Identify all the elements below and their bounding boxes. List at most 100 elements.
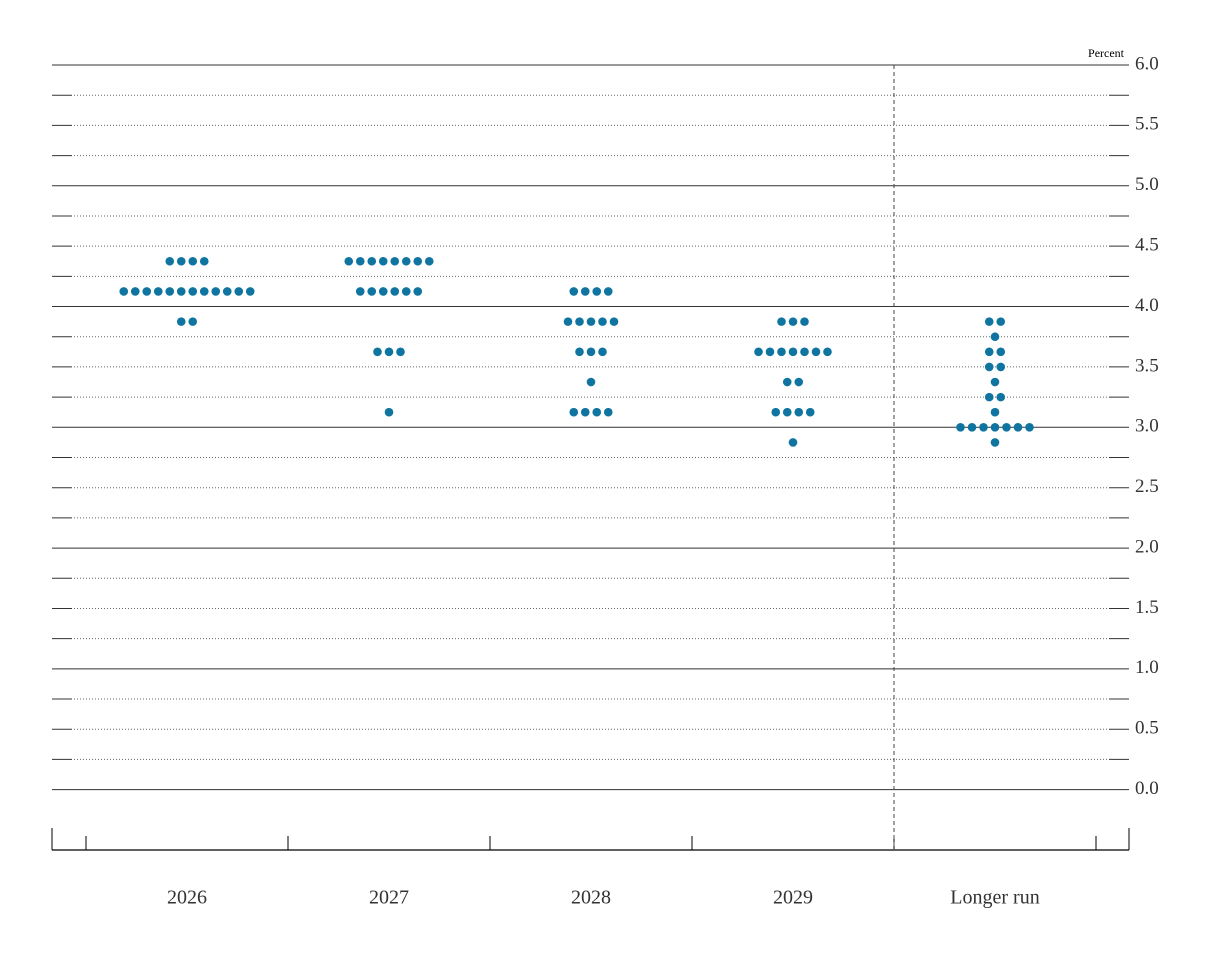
- dot: [130, 287, 140, 296]
- dot: [355, 287, 365, 296]
- y-tick-label: 5.0: [1135, 174, 1159, 195]
- y-tick-label: 3.0: [1135, 416, 1159, 437]
- y-tick-label: 2.0: [1135, 536, 1159, 557]
- dot: [413, 287, 423, 296]
- dot: [598, 317, 607, 326]
- dot: [586, 377, 596, 387]
- dot: [384, 407, 394, 417]
- dot: [373, 347, 382, 357]
- dot: [777, 317, 786, 326]
- y-tick-label: 1.0: [1135, 657, 1159, 678]
- dot: [586, 317, 596, 326]
- dot: [413, 256, 423, 266]
- dot: [805, 407, 815, 417]
- dot: [592, 287, 602, 296]
- dot: [984, 392, 994, 402]
- dot: [979, 423, 988, 432]
- y-tick-label: 6.0: [1135, 53, 1159, 74]
- dot: [990, 332, 1000, 342]
- dot: [782, 377, 792, 387]
- dot: [592, 407, 602, 417]
- dot: [754, 347, 763, 357]
- y-tick-label: 3.5: [1135, 355, 1159, 376]
- dot: [788, 347, 798, 357]
- x-tick-label: 2027: [369, 887, 409, 909]
- y-tick-label: 2.5: [1135, 476, 1159, 497]
- dot: [575, 317, 584, 326]
- dot: [245, 287, 255, 296]
- dot: [1013, 423, 1023, 432]
- dot: [378, 256, 388, 266]
- dot: [222, 287, 232, 296]
- dot: [176, 317, 186, 326]
- dot: [401, 256, 411, 266]
- dot: [344, 256, 354, 266]
- dot: [765, 347, 775, 357]
- dot: [823, 347, 832, 357]
- dot: [586, 347, 596, 357]
- dot: [563, 317, 573, 326]
- dot: [598, 347, 607, 357]
- dot: [1025, 423, 1034, 432]
- dot: [984, 362, 994, 372]
- dot: [967, 423, 977, 432]
- dot: [188, 256, 198, 266]
- dot: [119, 287, 129, 296]
- dot: [956, 423, 965, 432]
- dot: [367, 287, 377, 296]
- dot: [176, 287, 186, 296]
- dot: [396, 347, 405, 357]
- dot: [390, 287, 400, 296]
- y-tick-label: 4.0: [1135, 295, 1159, 316]
- y-tick-label: 5.5: [1135, 114, 1159, 135]
- dot: [390, 256, 400, 266]
- dot: [378, 287, 388, 296]
- y-tick-label: 1.5: [1135, 597, 1159, 618]
- dot: [788, 438, 798, 447]
- dot: [800, 347, 809, 357]
- dot: [401, 287, 411, 296]
- dot: [165, 256, 175, 266]
- dot: [575, 347, 584, 357]
- y-tick-label: 0.5: [1135, 718, 1159, 739]
- dot: [211, 287, 221, 296]
- dot: [996, 317, 1006, 326]
- dot: [984, 317, 994, 326]
- dot: [142, 287, 152, 296]
- dot: [990, 423, 1000, 432]
- dot: [384, 347, 394, 357]
- dot: [165, 287, 175, 296]
- dot: [811, 347, 821, 357]
- dot: [199, 256, 209, 266]
- x-tick-label: 2026: [167, 887, 207, 909]
- dot: [794, 377, 804, 387]
- dot: [996, 392, 1006, 402]
- dot: [188, 287, 198, 296]
- dot: [234, 287, 244, 296]
- dot: [355, 256, 365, 266]
- dot: [990, 438, 1000, 447]
- x-tick-label: 2028: [571, 887, 611, 909]
- dot: [153, 287, 163, 296]
- dot: [777, 347, 786, 357]
- dot: [800, 317, 809, 326]
- dot: [603, 287, 613, 296]
- dot: [782, 407, 792, 417]
- dot: [176, 256, 186, 266]
- dot: [188, 317, 198, 326]
- dot: [569, 287, 579, 296]
- y-unit: Percent: [1088, 46, 1125, 60]
- dot: [609, 317, 619, 326]
- dot: [199, 287, 209, 296]
- dot: [603, 407, 613, 417]
- y-tick-label: 0.0: [1135, 778, 1159, 799]
- y-tick-label: 4.5: [1135, 235, 1159, 256]
- dot: [996, 347, 1006, 357]
- x-tick-label: Longer run: [950, 887, 1039, 909]
- x-tick-label: 2029: [773, 887, 813, 909]
- dot: [569, 407, 579, 417]
- dot: [984, 347, 994, 357]
- dot: [794, 407, 804, 417]
- dot: [580, 287, 590, 296]
